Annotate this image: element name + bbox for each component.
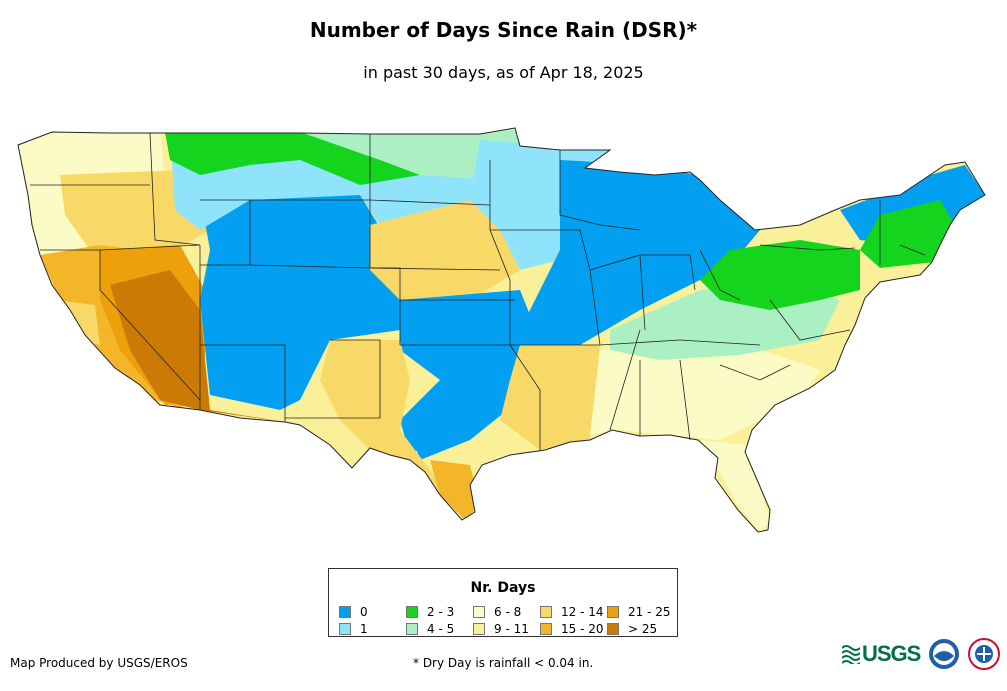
- dsr-or-12-14: [60, 170, 210, 265]
- legend-swatch: [406, 622, 418, 635]
- dsr-stx-15-20: [430, 460, 480, 520]
- legend-label: 9 - 11: [494, 621, 529, 636]
- legend-title: Nr. Days: [470, 580, 536, 596]
- nws-logo-icon: [968, 638, 1001, 670]
- dsr-raster: [18, 128, 985, 532]
- dsr-ar-12-14: [500, 345, 600, 450]
- legend-item: 0: [339, 603, 406, 620]
- dsr-se-6-8: [590, 345, 820, 440]
- dry-day-note: * Dry Day is rainfall < 0.04 in.: [413, 656, 594, 670]
- legend-label: > 25: [628, 621, 658, 636]
- legend-swatch: [339, 605, 351, 618]
- legend: Nr. Days 0 1 2 - 3 4 - 5 6 - 8 9 - 11 12 - 14 1…: [328, 568, 678, 637]
- legend-item: 15 - 20: [540, 620, 607, 637]
- noaa-logo-icon: [929, 639, 960, 669]
- dsr-tx-12-14: [320, 340, 460, 510]
- legend-item: > 25: [607, 620, 674, 637]
- legend-grid: 0 1 2 - 3 4 - 5 6 - 8 9 - 11 12 - 14 15 - 20 21 …: [339, 603, 674, 637]
- agency-logos: USGS: [842, 638, 1001, 670]
- legend-swatch: [540, 605, 552, 618]
- legend-label: 1: [360, 621, 368, 636]
- dsr-ok-0: [400, 290, 540, 455]
- legend-label: 2 - 3: [427, 604, 455, 619]
- legend-item: 21 - 25: [607, 603, 674, 620]
- dsr-desert-gt25: [110, 270, 285, 422]
- map-title: Number of Days Since Rain (DSR)*: [309, 18, 698, 42]
- legend-label: 12 - 14: [561, 604, 604, 619]
- legend-item: 6 - 8: [473, 603, 540, 620]
- dsr-plains-12-14: [370, 200, 520, 300]
- legend-label: 15 - 20: [561, 621, 604, 636]
- usgs-logo: USGS: [842, 641, 921, 667]
- dsr-ne-2-3: [860, 200, 955, 268]
- legend-swatch: [540, 622, 552, 635]
- state-boundaries: [30, 132, 926, 450]
- legend-label: 6 - 8: [494, 604, 522, 619]
- legend-swatch: [473, 605, 485, 618]
- legend-item: 9 - 11: [473, 620, 540, 637]
- legend-label: 0: [360, 604, 368, 619]
- legend-item: 4 - 5: [406, 620, 473, 637]
- legend-swatch: [473, 622, 485, 635]
- legend-label: 4 - 5: [427, 621, 455, 636]
- producer-credit: Map Produced by USGS/EROS: [10, 656, 188, 670]
- us-outline: [17, 127, 986, 533]
- usgs-logo-text: USGS: [862, 641, 921, 666]
- legend-label: 21 - 25: [628, 604, 671, 619]
- legend-swatch: [339, 622, 351, 635]
- map-subtitle: in past 30 days, as of Apr 18, 2025: [363, 63, 644, 82]
- legend-swatch: [406, 605, 418, 618]
- legend-item: 1: [339, 620, 406, 637]
- dsr-midatl-2-3: [700, 240, 860, 310]
- usgs-wave-icon: [842, 645, 860, 664]
- legend-swatch: [607, 622, 619, 635]
- legend-item: 12 - 14: [540, 603, 607, 620]
- legend-swatch: [607, 605, 619, 618]
- legend-item: 2 - 3: [406, 603, 473, 620]
